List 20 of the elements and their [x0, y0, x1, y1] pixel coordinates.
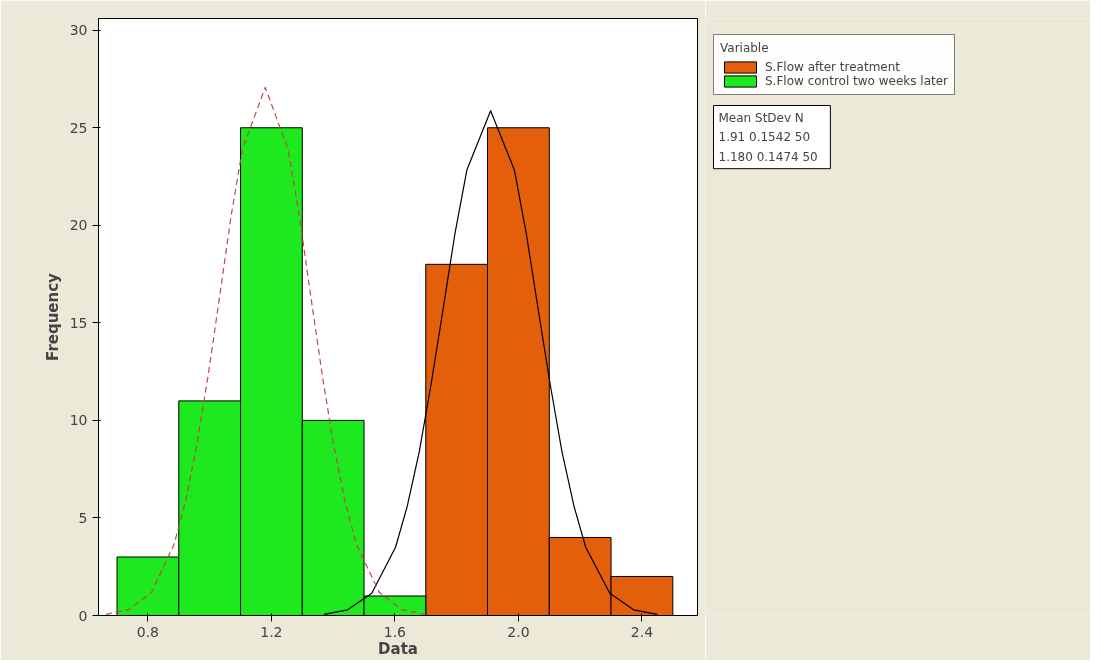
- x-tick-label: 1.2: [260, 623, 283, 640]
- text: Mean StDev N: [718, 110, 804, 125]
- y-tick-label: 30: [69, 22, 88, 39]
- legend-title: Variable: [720, 41, 770, 55]
- x-axis-title: Data: [378, 639, 418, 658]
- y-tick-label: 20: [69, 217, 88, 234]
- y-axis-title: Frequency: [43, 272, 62, 361]
- y-tick-label: 0: [78, 607, 88, 624]
- x-tick-label: 2.4: [630, 623, 654, 640]
- legend-label: S.Flow control two weeks later: [765, 74, 949, 88]
- text: 1.180 0.1474 50: [718, 149, 818, 164]
- y-tick-label: 15: [69, 314, 88, 331]
- x-tick-label: 1.6: [383, 623, 407, 640]
- y-tick-label: 25: [69, 119, 88, 136]
- text: 1.91 0.1542 50: [718, 130, 811, 145]
- x-tick-label: 2.0: [507, 623, 530, 640]
- legend-label: S.Flow after treatment: [765, 60, 901, 74]
- y-tick-label: 5: [78, 509, 88, 526]
- x-tick-label: 0.8: [136, 623, 160, 640]
- y-tick-label: 10: [69, 412, 88, 429]
